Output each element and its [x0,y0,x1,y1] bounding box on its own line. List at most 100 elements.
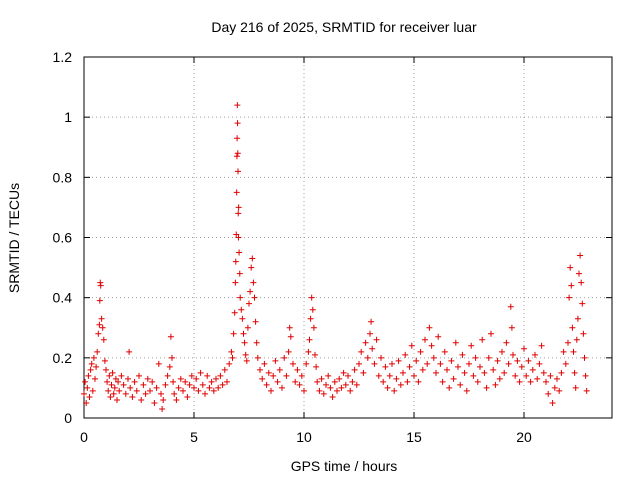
data-point [512,372,519,379]
data-point [556,387,563,394]
data-point [292,378,299,385]
data-point [424,360,431,367]
data-point [540,369,547,376]
data-point [287,333,294,340]
data-point [215,384,222,391]
data-point [508,324,515,331]
data-point [86,393,93,400]
data-point [338,384,345,391]
data-point [444,366,450,373]
x-tick-label: 5 [190,429,198,445]
x-tick-label: 10 [296,429,312,445]
x-tick-labels: 0 5 10 15 20 [80,429,532,445]
data-point [543,378,549,385]
data-point [129,393,136,400]
data-point [360,369,367,376]
data-point [472,354,479,361]
data-point [481,369,488,376]
data-point [235,234,242,241]
data-point [474,378,481,385]
data-point [235,204,242,211]
data-point [488,330,494,337]
data-point [246,300,252,307]
data-point [389,360,395,367]
data-point [253,339,260,346]
data-point [579,300,586,307]
data-point [459,351,466,358]
data-point [351,366,358,373]
data-point [125,375,131,382]
data-point [303,360,310,367]
data-point [485,354,492,361]
data-point [228,348,235,355]
y-tick-label: 0 [64,410,72,426]
data-point [236,270,243,277]
y-tick-label: 0.8 [53,169,73,185]
data-point [96,297,103,304]
data-point [312,351,318,358]
data-point [428,342,435,349]
data-point [448,357,455,364]
data-point [386,372,393,379]
axes [83,56,613,419]
y-tick-label: 0.6 [53,230,73,246]
data-point [234,120,241,127]
x-tick-label: 20 [516,429,532,445]
data-point [265,369,272,376]
data-point [551,384,558,391]
data-point [286,324,293,331]
data-point [88,360,95,367]
data-point [571,369,578,376]
data-point [210,387,217,394]
data-point [248,264,255,271]
data-point [217,372,224,379]
data-point [82,378,89,385]
data-point [186,381,193,388]
data-point [104,378,111,385]
data-point [318,375,325,382]
data-point [247,288,254,295]
data-point [191,384,197,391]
data-point [96,321,103,328]
data-point [242,351,249,358]
data-point [305,348,312,355]
data-point [301,387,307,394]
data-point [233,231,240,238]
data-point [560,348,567,355]
data-point [296,381,303,388]
data-point [279,384,285,391]
data-point [81,390,87,397]
data-point [400,369,406,376]
data-point [261,360,268,367]
data-point [229,354,236,361]
data-point [83,399,90,406]
data-point [538,342,545,349]
data-point [558,369,565,376]
data-point [356,360,362,367]
data-point [353,381,360,388]
data-point [166,363,173,370]
data-point [492,381,499,388]
data-point [274,378,281,385]
data-point [391,387,398,394]
data-point [115,378,122,385]
grid-lines [84,57,612,418]
data-point [89,387,96,394]
data-point [239,315,246,322]
data-point [263,381,270,388]
data-point [494,357,501,364]
data-point [573,336,580,343]
data-point [268,387,274,394]
data-point [231,309,238,316]
data-point [160,396,167,403]
data-point [329,393,336,400]
data-point [250,279,257,286]
data-point [419,366,426,373]
data-point [236,249,243,256]
data-point [393,375,400,382]
data-point [568,282,575,289]
x-tick-label: 15 [406,429,422,445]
data-point [342,381,349,388]
data-point [294,366,301,373]
data-point [122,390,129,397]
